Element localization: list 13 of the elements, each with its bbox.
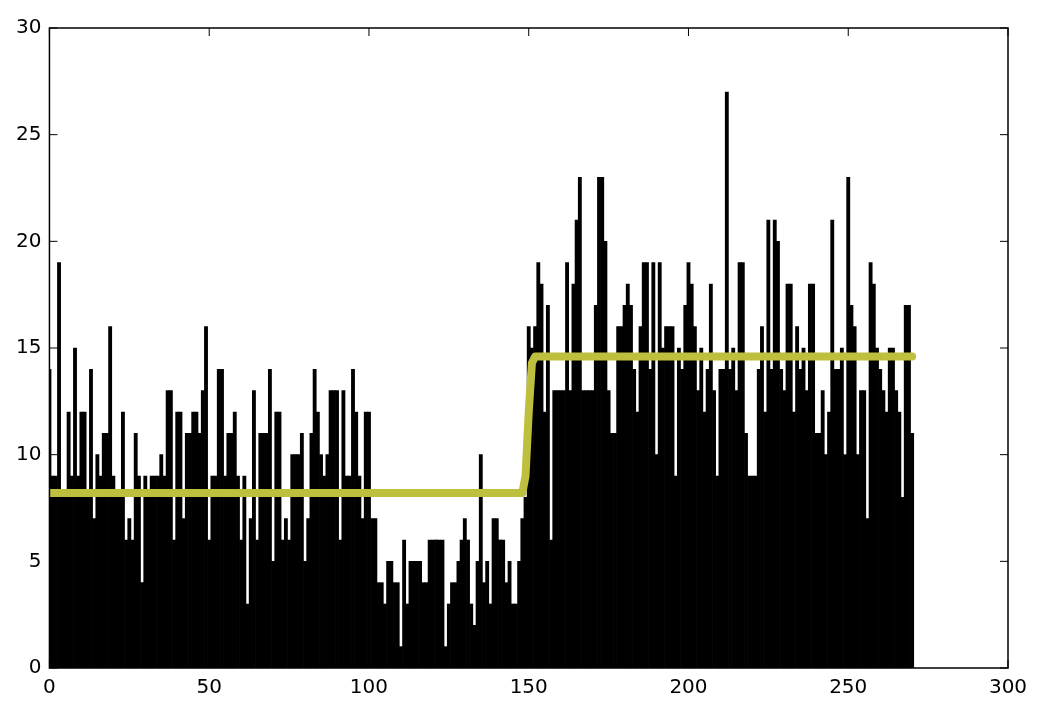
x-tick-label: 300	[988, 674, 1028, 699]
y-tick-label: 0	[28, 654, 42, 679]
y-tick-label: 20	[16, 227, 42, 252]
y-tick-label: 15	[16, 334, 42, 359]
y-tick-label: 10	[16, 440, 42, 465]
x-tick-label: 150	[509, 674, 548, 699]
x-tick-label: 100	[349, 674, 389, 699]
y-tick-label: 5	[28, 547, 42, 572]
y-tick-label: 25	[16, 120, 42, 145]
y-tick-label: 30	[16, 14, 42, 39]
x-tick-label: 200	[669, 674, 708, 699]
x-tick-label: 50	[196, 674, 222, 699]
x-tick-label: 250	[829, 674, 868, 699]
